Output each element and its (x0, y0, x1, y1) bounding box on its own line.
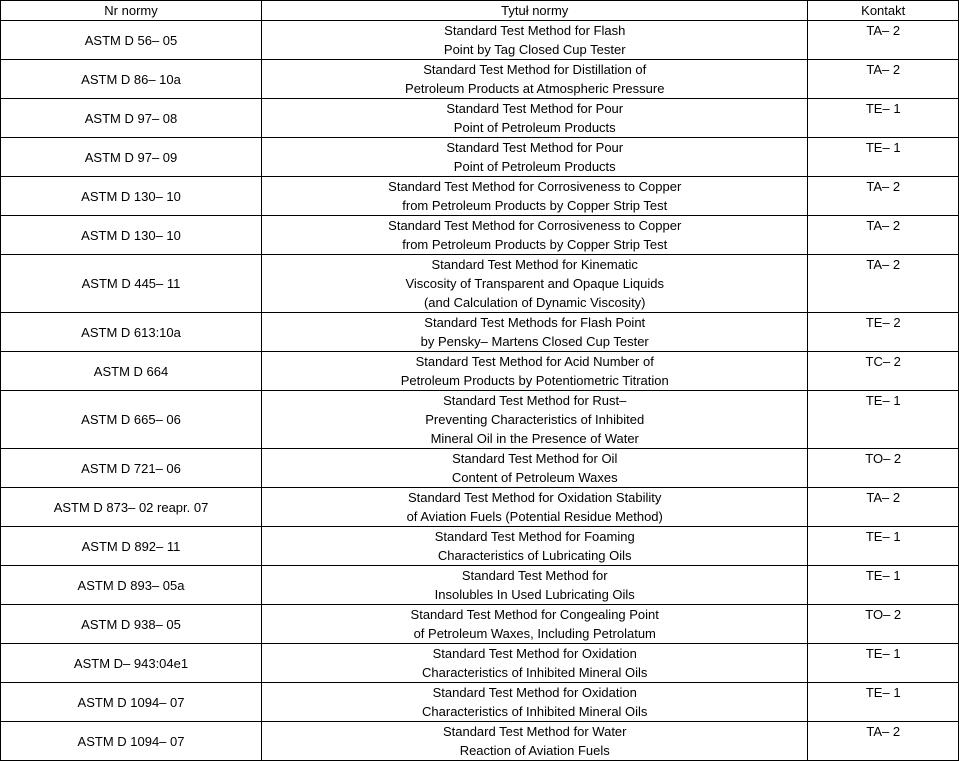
cell-contact: TA– 2 (808, 177, 959, 216)
cell-contact: TE– 1 (808, 566, 959, 605)
table-row: ASTM D 892– 11Standard Test Method for F… (1, 527, 959, 547)
cell-contact: TA– 2 (808, 722, 959, 761)
table-row: ASTM D 97– 09Standard Test Method for Po… (1, 138, 959, 158)
cell-title-line: Standard Test Method for Pour (262, 138, 808, 158)
cell-title-line: Standard Test Method for Corrosiveness t… (262, 216, 808, 236)
cell-nr: ASTM D 721– 06 (1, 449, 262, 488)
cell-title-line: Standard Test Method for (262, 566, 808, 586)
table-row: ASTM D 97– 08Standard Test Method for Po… (1, 99, 959, 119)
cell-title-line: of Petroleum Waxes, Including Petrolatum (262, 624, 808, 644)
cell-contact: TA– 2 (808, 255, 959, 313)
cell-nr: ASTM D 56– 05 (1, 21, 262, 60)
cell-contact: TE– 1 (808, 644, 959, 683)
column-header: Kontakt (808, 1, 959, 21)
cell-title-line: Standard Test Method for Oxidation (262, 644, 808, 664)
cell-contact: TE– 1 (808, 527, 959, 566)
table-row: ASTM D 86– 10aStandard Test Method for D… (1, 60, 959, 80)
cell-title-line: Standard Test Method for Acid Number of (262, 352, 808, 372)
cell-title-line: Standard Test Method for Foaming (262, 527, 808, 547)
cell-nr: ASTM D 97– 09 (1, 138, 262, 177)
cell-nr: ASTM D 1094– 07 (1, 722, 262, 761)
table-row: ASTM D 938– 05Standard Test Method for C… (1, 605, 959, 625)
cell-title-line: Standard Test Method for Congealing Poin… (262, 605, 808, 625)
cell-contact: TO– 2 (808, 605, 959, 644)
cell-contact: TE– 1 (808, 391, 959, 449)
cell-title-line: (and Calculation of Dynamic Viscosity) (262, 293, 808, 313)
cell-title-line: Viscosity of Transparent and Opaque Liqu… (262, 274, 808, 293)
cell-contact: TO– 2 (808, 449, 959, 488)
cell-title-line: Standard Test Method for Distillation of (262, 60, 808, 80)
cell-nr: ASTM D 97– 08 (1, 99, 262, 138)
table-row: ASTM D 664Standard Test Method for Acid … (1, 352, 959, 372)
table-row: ASTM D 613:10aStandard Test Methods for … (1, 313, 959, 333)
cell-nr: ASTM D 892– 11 (1, 527, 262, 566)
cell-title-line: Content of Petroleum Waxes (262, 468, 808, 488)
cell-title-line: Petroleum Products by Potentiometric Tit… (262, 371, 808, 391)
cell-nr: ASTM D 445– 11 (1, 255, 262, 313)
cell-nr: ASTM D– 943:04e1 (1, 644, 262, 683)
cell-contact: TA– 2 (808, 216, 959, 255)
cell-title-line: Preventing Characteristics of Inhibited (262, 410, 808, 429)
cell-title-line: Standard Test Method for Oil (262, 449, 808, 469)
cell-contact: TA– 2 (808, 488, 959, 527)
cell-title-line: Point of Petroleum Products (262, 118, 808, 138)
cell-title-line: by Pensky– Martens Closed Cup Tester (262, 332, 808, 352)
table-row: ASTM D 665– 06Standard Test Method for R… (1, 391, 959, 411)
table-row: ASTM D 56– 05Standard Test Method for Fl… (1, 21, 959, 41)
cell-title-line: Standard Test Method for Flash (262, 21, 808, 41)
cell-contact: TE– 2 (808, 313, 959, 352)
cell-title-line: from Petroleum Products by Copper Strip … (262, 235, 808, 255)
cell-title-line: Standard Test Method for Water (262, 722, 808, 742)
cell-title-line: Standard Test Method for Rust– (262, 391, 808, 411)
cell-contact: TE– 1 (808, 99, 959, 138)
column-header: Nr normy (1, 1, 262, 21)
cell-contact: TA– 2 (808, 60, 959, 99)
table-row: ASTM D 130– 10Standard Test Method for C… (1, 216, 959, 236)
cell-nr: ASTM D 130– 10 (1, 177, 262, 216)
table-row: ASTM D 873– 02 reapr. 07Standard Test Me… (1, 488, 959, 508)
table-row: ASTM D 893– 05aStandard Test Method forT… (1, 566, 959, 586)
cell-nr: ASTM D 613:10a (1, 313, 262, 352)
cell-contact: TC– 2 (808, 352, 959, 391)
table-row: ASTM D 1094– 07Standard Test Method for … (1, 683, 959, 703)
table-row: ASTM D 445– 11Standard Test Method for K… (1, 255, 959, 275)
cell-title-line: Standard Test Methods for Flash Point (262, 313, 808, 333)
cell-nr: ASTM D 664 (1, 352, 262, 391)
table-row: ASTM D 130– 10Standard Test Method for C… (1, 177, 959, 197)
cell-nr: ASTM D 130– 10 (1, 216, 262, 255)
cell-title-line: of Aviation Fuels (Potential Residue Met… (262, 507, 808, 527)
cell-contact: TE– 1 (808, 683, 959, 722)
cell-title-line: Standard Test Method for Pour (262, 99, 808, 119)
cell-nr: ASTM D 893– 05a (1, 566, 262, 605)
cell-title-line: Point by Tag Closed Cup Tester (262, 40, 808, 60)
cell-title-line: Standard Test Method for Kinematic (262, 255, 808, 275)
cell-title-line: Insolubles In Used Lubricating Oils (262, 585, 808, 605)
standards-table: Nr normyTytuł normyKontaktASTM D 56– 05S… (0, 0, 959, 761)
table-row: ASTM D 721– 06Standard Test Method for O… (1, 449, 959, 469)
table-row: ASTM D 1094– 07Standard Test Method for … (1, 722, 959, 742)
cell-nr: ASTM D 665– 06 (1, 391, 262, 449)
cell-title-line: Characteristics of Lubricating Oils (262, 546, 808, 566)
cell-nr: ASTM D 938– 05 (1, 605, 262, 644)
cell-title-line: Reaction of Aviation Fuels (262, 741, 808, 761)
cell-title-line: Mineral Oil in the Presence of Water (262, 429, 808, 449)
table-row: ASTM D– 943:04e1Standard Test Method for… (1, 644, 959, 664)
cell-title-line: Standard Test Method for Oxidation (262, 683, 808, 703)
cell-contact: TE– 1 (808, 138, 959, 177)
cell-title-line: Petroleum Products at Atmospheric Pressu… (262, 79, 808, 99)
cell-nr: ASTM D 1094– 07 (1, 683, 262, 722)
cell-contact: TA– 2 (808, 21, 959, 60)
column-header: Tytuł normy (262, 1, 808, 21)
cell-title-line: Standard Test Method for Corrosiveness t… (262, 177, 808, 197)
cell-title-line: from Petroleum Products by Copper Strip … (262, 196, 808, 216)
cell-title-line: Standard Test Method for Oxidation Stabi… (262, 488, 808, 508)
cell-title-line: Point of Petroleum Products (262, 157, 808, 177)
cell-title-line: Characteristics of Inhibited Mineral Oil… (262, 663, 808, 683)
table-header: Nr normyTytuł normyKontakt (1, 1, 959, 21)
cell-nr: ASTM D 86– 10a (1, 60, 262, 99)
cell-nr: ASTM D 873– 02 reapr. 07 (1, 488, 262, 527)
cell-title-line: Characteristics of Inhibited Mineral Oil… (262, 702, 808, 722)
